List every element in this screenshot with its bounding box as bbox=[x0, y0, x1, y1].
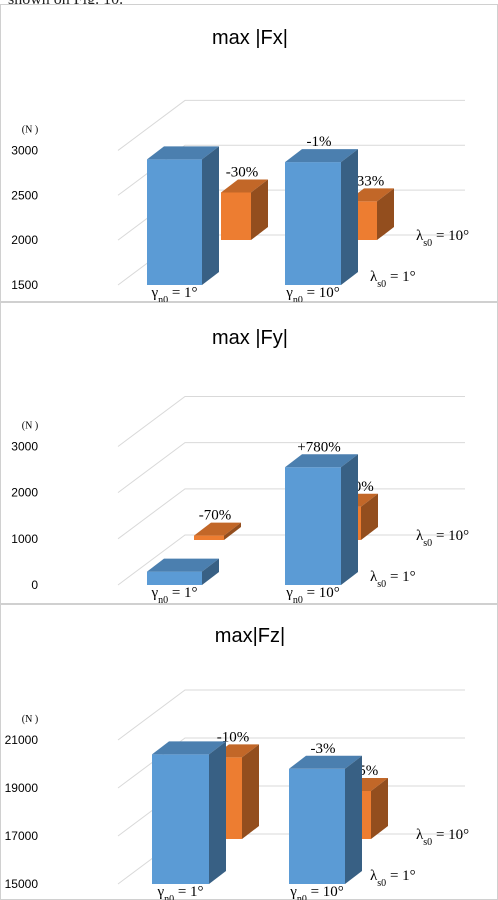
data-label: -30% bbox=[226, 164, 259, 180]
y-tick-label: 2000 bbox=[11, 486, 38, 500]
chart-title: max|Fz| bbox=[215, 625, 285, 647]
bar-side bbox=[345, 755, 362, 884]
y-unit-label: (N ) bbox=[22, 714, 38, 725]
data-label: -3% bbox=[311, 741, 336, 757]
bar-side bbox=[209, 741, 226, 884]
bar-side bbox=[251, 179, 268, 240]
bar-side bbox=[224, 522, 241, 540]
bar-orange-1 bbox=[221, 179, 268, 240]
bar-side bbox=[341, 149, 358, 285]
y-tick-label: 17000 bbox=[5, 829, 39, 843]
y-tick-label: 2500 bbox=[11, 188, 38, 202]
bar-side bbox=[202, 558, 219, 585]
bar-top bbox=[289, 755, 362, 769]
bar-front bbox=[221, 192, 251, 240]
bar-orange-2 bbox=[347, 188, 394, 240]
data-label: +780% bbox=[297, 439, 340, 455]
bar-top bbox=[194, 522, 241, 536]
y-tick-label: 1500 bbox=[11, 278, 38, 292]
bar-front bbox=[147, 571, 202, 585]
y-tick-label: 21000 bbox=[5, 733, 39, 747]
bar-side bbox=[371, 778, 388, 839]
gridline bbox=[117, 488, 465, 540]
bar-front bbox=[194, 535, 224, 540]
bar-top bbox=[285, 149, 358, 163]
bar-orange-1 bbox=[194, 522, 241, 540]
panel-frame bbox=[0, 4, 498, 302]
bar-blue-1 bbox=[152, 741, 226, 884]
gridline bbox=[117, 534, 465, 586]
bar-front bbox=[147, 159, 202, 285]
chart-title: max |Fx| bbox=[212, 27, 288, 49]
chart-panel-1: 1500 2000 2500 3000 (N ) max |Fx| -30% -33% -1% bbox=[0, 4, 498, 302]
bar-front bbox=[152, 754, 209, 884]
y-tick-label: 1000 bbox=[11, 532, 38, 546]
y-unit-label: (N ) bbox=[22, 420, 38, 431]
panel-frame bbox=[0, 302, 498, 604]
bar-blue-2 bbox=[289, 755, 362, 884]
bar-top bbox=[285, 454, 358, 468]
bar-side bbox=[242, 744, 259, 839]
y-tick-label: 0 bbox=[31, 578, 38, 592]
bar-blue-2 bbox=[285, 454, 358, 585]
y-tick-label: 19000 bbox=[5, 781, 39, 795]
data-label: -33% bbox=[352, 173, 385, 189]
gridline bbox=[117, 442, 465, 494]
y-tick-label: 2000 bbox=[11, 233, 38, 247]
y-tick-label: 3000 bbox=[11, 439, 38, 453]
bar-front bbox=[285, 467, 341, 585]
gridline bbox=[117, 99, 465, 151]
gridline bbox=[117, 689, 465, 741]
bar-top bbox=[147, 146, 219, 160]
bar-front bbox=[285, 162, 341, 285]
data-label: -1% bbox=[307, 134, 332, 150]
bar-blue-1 bbox=[147, 558, 219, 585]
bar-top bbox=[152, 741, 226, 755]
bar-side bbox=[377, 188, 394, 240]
bar-side bbox=[202, 146, 219, 285]
gridline bbox=[117, 144, 465, 196]
bar-top bbox=[347, 188, 394, 202]
gridline bbox=[117, 737, 465, 789]
y-tick-label: 3000 bbox=[11, 143, 38, 157]
bar-side bbox=[361, 493, 378, 540]
bar-front bbox=[289, 768, 345, 884]
bar-blue-1 bbox=[147, 146, 219, 285]
bar-blue-2 bbox=[285, 149, 358, 285]
gridline bbox=[117, 395, 465, 447]
chart-title: max |Fy| bbox=[212, 327, 288, 349]
data-label: -70% bbox=[199, 508, 232, 524]
bar-side bbox=[341, 454, 358, 585]
bar-top bbox=[147, 558, 219, 572]
y-tick-label: 15000 bbox=[5, 877, 39, 891]
y-unit-label: (N ) bbox=[22, 124, 38, 135]
bar-top bbox=[221, 179, 268, 193]
x-category-label: γn0 = 1° bbox=[156, 884, 203, 900]
